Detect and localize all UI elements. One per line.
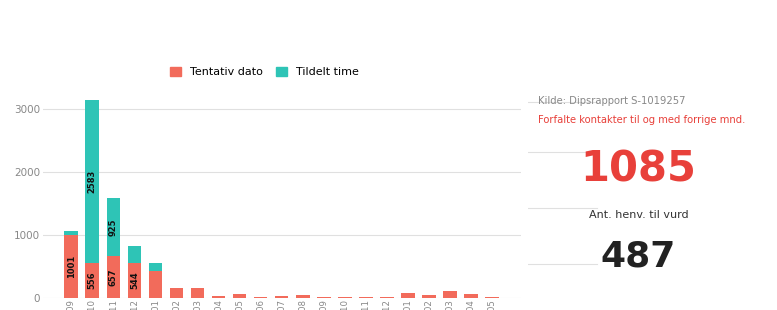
Bar — [127, 246, 141, 264]
Bar — [85, 263, 99, 298]
Legend: Tentativ dato, Tildelt time: Tentativ dato, Tildelt time — [169, 67, 359, 77]
Bar — [127, 264, 141, 298]
Bar — [211, 296, 225, 298]
Bar — [338, 297, 352, 298]
Bar — [317, 297, 330, 298]
Text: 487: 487 — [601, 239, 676, 273]
Bar — [275, 296, 288, 298]
Bar — [443, 291, 457, 298]
Bar — [148, 271, 162, 298]
Text: 657: 657 — [109, 268, 118, 286]
Bar — [380, 297, 394, 298]
Bar — [106, 198, 120, 256]
Bar — [190, 288, 204, 298]
Bar — [233, 294, 246, 298]
Text: 1085: 1085 — [580, 148, 696, 190]
Text: 2583: 2583 — [88, 170, 97, 193]
Text: 1001: 1001 — [67, 255, 76, 278]
Bar — [485, 297, 499, 298]
Bar — [169, 288, 183, 298]
Text: 925: 925 — [109, 218, 118, 236]
Bar — [296, 295, 309, 298]
Bar — [148, 263, 162, 271]
Text: Forfalte kontakter til og med forrige mnd.: Forfalte kontakter til og med forrige mn… — [538, 115, 745, 125]
Bar — [85, 100, 99, 263]
Bar — [401, 293, 415, 298]
Text: 544: 544 — [130, 272, 139, 289]
Bar — [64, 235, 78, 298]
Bar — [422, 295, 436, 298]
Bar — [106, 256, 120, 298]
Bar — [254, 297, 267, 298]
Text: Kilde: Dipsrapport S-1019257: Kilde: Dipsrapport S-1019257 — [538, 96, 685, 106]
Bar — [464, 294, 478, 298]
Text: 556: 556 — [88, 271, 97, 289]
Text: Planlagte kontakter (tildelt/tentativ time): Planlagte kontakter (tildelt/tentativ ti… — [8, 18, 485, 37]
Bar — [359, 297, 373, 298]
Bar — [64, 231, 78, 235]
Text: Ant. henv. til vurd: Ant. henv. til vurd — [589, 210, 688, 220]
